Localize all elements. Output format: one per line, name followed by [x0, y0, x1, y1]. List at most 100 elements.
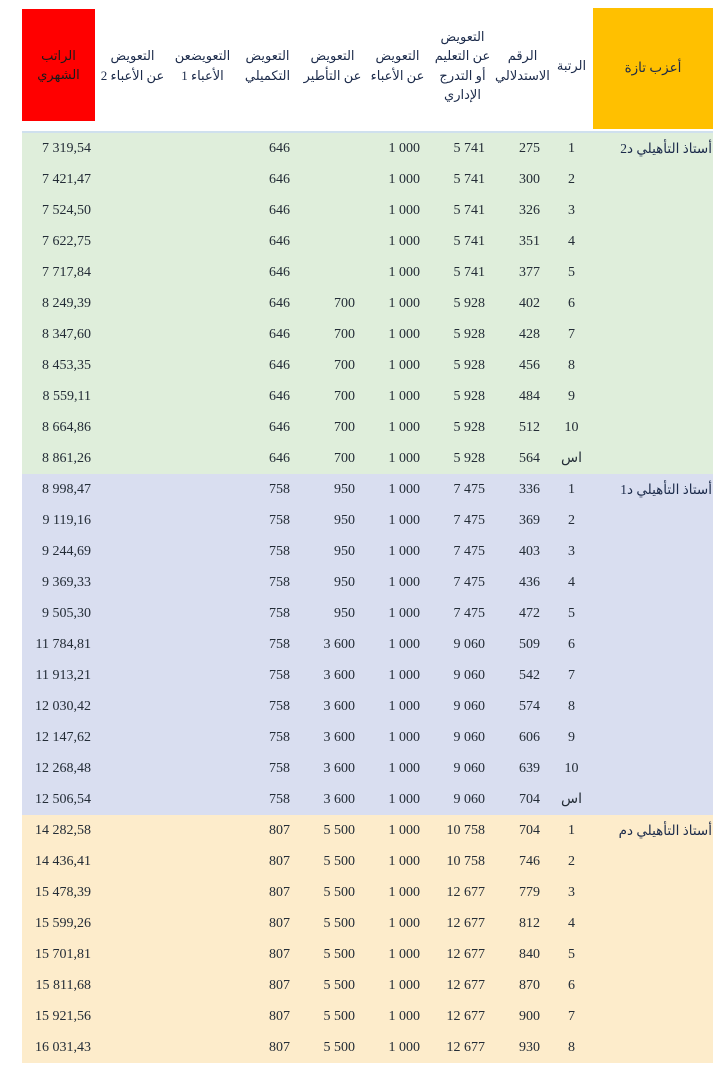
table-row: 2 300 5 741 1 000 646 7 421,47 [22, 164, 713, 195]
cell-charges1 [170, 846, 235, 877]
cell-index: 472 [519, 605, 540, 621]
cell-education: 5 741 [453, 233, 486, 249]
cell-supervision: 5 500 [323, 1039, 356, 1055]
cell-charges: 1 000 [388, 512, 421, 528]
cell-supervision [300, 132, 365, 164]
cell-charges: 1 000 [388, 326, 421, 342]
cell-charges2 [95, 443, 170, 474]
cell-supervision [300, 257, 365, 288]
cell-rank: 5 [568, 605, 575, 621]
cell-salary: 15 811,68 [35, 977, 91, 993]
cell-charges: 1 000 [388, 357, 421, 373]
cell-rank: 3 [568, 202, 575, 218]
cell-supervision: 5 500 [323, 884, 356, 900]
cell-charges2 [95, 195, 170, 226]
cell-rank: 9 [568, 388, 575, 404]
cell-charges: 1 000 [388, 853, 421, 869]
cell-salary: 9 244,69 [42, 543, 91, 559]
cell-charges: 1 000 [388, 605, 421, 621]
cell-charges2 [95, 536, 170, 567]
table-row: 10 512 5 928 1 000 700 646 8 664,86 [22, 412, 713, 443]
cell-rank: 7 [568, 667, 575, 683]
cell-complementary: 758 [269, 791, 290, 807]
cell-education: 9 060 [453, 729, 486, 745]
section-label [593, 257, 713, 288]
cell-charges1 [170, 753, 235, 784]
section-label [593, 691, 713, 722]
cell-charges2 [95, 226, 170, 257]
cell-rank: 4 [568, 574, 575, 590]
cell-rank: 7 [568, 1008, 575, 1024]
cell-salary: 11 784,81 [35, 636, 91, 652]
column-header-education: التعويض عن التعليم أو التدرج الإداري [430, 0, 495, 133]
cell-charges1 [170, 505, 235, 536]
cell-complementary: 646 [269, 233, 290, 249]
cell-supervision: 5 500 [323, 822, 356, 838]
cell-complementary: 646 [269, 388, 290, 404]
cell-salary: 15 921,56 [35, 1008, 91, 1024]
cell-supervision: 5 500 [323, 1008, 356, 1024]
cell-salary: 15 701,81 [35, 946, 91, 962]
cell-charges: 1 000 [388, 419, 421, 435]
cell-salary: 14 282,58 [35, 822, 91, 838]
cell-complementary: 807 [269, 915, 290, 931]
section-label: أستاذ التأهيلي د2 [620, 140, 712, 156]
cell-salary: 12 030,42 [35, 698, 91, 714]
cell-rank: 9 [568, 729, 575, 745]
table-row: اس 704 9 060 1 000 3 600 758 12 506,54 [22, 784, 713, 815]
table-row: 5 377 5 741 1 000 646 7 717,84 [22, 257, 713, 288]
cell-complementary: 758 [269, 574, 290, 590]
table-row: 2 746 10 758 1 000 5 500 807 14 436,41 [22, 846, 713, 877]
column-header-charges2: التعويض عن الأعباء 2 [95, 0, 170, 133]
cell-complementary: 646 [269, 140, 290, 156]
cell-complementary: 646 [269, 326, 290, 342]
cell-salary: 12 506,54 [35, 791, 91, 807]
cell-index: 704 [519, 791, 540, 807]
cell-charges2 [95, 660, 170, 691]
cell-supervision: 5 500 [323, 915, 356, 931]
table-row: 9 484 5 928 1 000 700 646 8 559,11 [22, 381, 713, 412]
cell-education: 5 928 [453, 326, 486, 342]
table-row: 6 509 9 060 1 000 3 600 758 11 784,81 [22, 629, 713, 660]
cell-charges2 [95, 598, 170, 629]
cell-supervision: 700 [334, 357, 355, 373]
cell-complementary: 758 [269, 667, 290, 683]
cell-charges1 [170, 412, 235, 443]
cell-charges1 [170, 132, 235, 164]
cell-charges: 1 000 [388, 1008, 421, 1024]
cell-index: 377 [519, 264, 540, 280]
column-header-salary: الراتب الشهري [22, 0, 95, 133]
cell-index: 779 [519, 884, 540, 900]
cell-index: 746 [519, 853, 540, 869]
cell-complementary: 646 [269, 264, 290, 280]
header-row: أعزب تازة الرتبة الرقم الاستدلالي التعويض ع… [22, 0, 713, 133]
section-label [593, 381, 713, 412]
cell-supervision: 950 [334, 512, 355, 528]
cell-salary: 15 599,26 [35, 915, 91, 931]
section-label [593, 195, 713, 226]
cell-salary: 9 369,33 [42, 574, 91, 590]
cell-charges1 [170, 877, 235, 908]
cell-charges2 [95, 350, 170, 381]
cell-index: 275 [519, 140, 540, 156]
cell-charges1 [170, 629, 235, 660]
cell-charges1 [170, 257, 235, 288]
cell-education: 12 677 [446, 977, 486, 993]
cell-rank: 1 [568, 822, 575, 838]
cell-index: 870 [519, 977, 540, 993]
cell-rank: 5 [568, 264, 575, 280]
cell-charges: 1 000 [388, 977, 421, 993]
table-row: 5 472 7 475 1 000 950 758 9 505,30 [22, 598, 713, 629]
cell-charges2 [95, 474, 170, 505]
cell-charges2 [95, 505, 170, 536]
cell-charges: 1 000 [388, 233, 421, 249]
cell-rank: 10 [564, 760, 579, 776]
cell-rank: 2 [568, 853, 575, 869]
cell-charges1 [170, 1001, 235, 1032]
cell-charges2 [95, 784, 170, 815]
cell-complementary: 646 [269, 450, 290, 466]
cell-education: 9 060 [453, 791, 486, 807]
cell-education: 7 475 [453, 543, 486, 559]
cell-index: 512 [519, 419, 540, 435]
